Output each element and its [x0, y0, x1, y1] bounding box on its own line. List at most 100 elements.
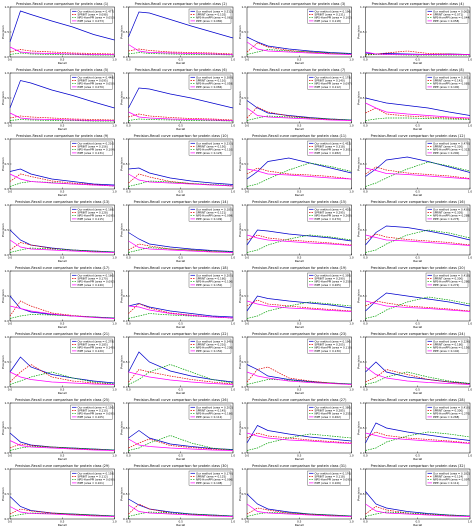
pr-curve — [365, 366, 471, 385]
legend-label: Our method (area = 0.512) — [196, 9, 233, 13]
x-tick-label: 0.0 — [126, 388, 131, 392]
pr-curve — [128, 232, 234, 252]
x-tick-label: 1.0 — [468, 256, 473, 260]
legend-label: NPS-HomPPI (area = 0.096) — [196, 478, 233, 482]
legend-box — [425, 140, 469, 156]
pr-curve — [365, 54, 470, 56]
pr-curve — [365, 234, 471, 246]
legend-label: SPRINT (area = 0.180) — [433, 343, 463, 347]
y-tick-label: 1.0 — [5, 269, 10, 273]
y-tick-label: 1.0 — [123, 5, 128, 9]
legend-label: SPRINT (area = 0.170) — [78, 277, 108, 281]
legend-label: SPRINT (area = 0.124) — [433, 475, 463, 479]
y-tick-label: 0.5 — [242, 360, 247, 364]
subplot: Precision-Recall curve comparison for pr… — [357, 2, 473, 65]
x-tick-label: 0.5 — [297, 454, 302, 458]
pr-curve — [128, 313, 234, 319]
x-axis-label: Recall — [295, 61, 304, 65]
pr-curve — [365, 506, 471, 517]
y-axis-label: Precision — [238, 289, 242, 302]
x-axis-label: Recall — [413, 127, 422, 131]
legend-label: SPRINT (area = 0.121) — [196, 211, 226, 215]
legend-box — [70, 74, 113, 90]
pr-curve — [246, 371, 352, 385]
y-tick-label: 1.0 — [5, 335, 10, 339]
pr-curve — [246, 512, 352, 517]
x-tick-label: 1.0 — [349, 124, 354, 128]
x-tick-label: 0.0 — [126, 322, 131, 326]
y-tick-label: 1.0 — [5, 71, 10, 75]
chart-title: Precision-Recall curve comparison for pr… — [253, 2, 346, 6]
x-tick-label: 0.5 — [297, 190, 302, 194]
pr-curve — [246, 41, 352, 55]
x-tick-label: 0.0 — [363, 58, 368, 62]
pr-curve — [9, 112, 115, 121]
x-tick-label: 0.5 — [416, 58, 421, 62]
chart-title: Precision-Recall curve comparison for pr… — [16, 134, 109, 138]
x-axis-label: Recall — [176, 127, 185, 131]
subplot: Precision-Recall curve comparison for pr… — [357, 332, 473, 395]
legend-label: NPS-HomPPI (area = 0.090) — [78, 478, 115, 482]
x-tick-label: 1.0 — [112, 388, 117, 392]
subplot: Precision-Recall curve comparison for pr… — [238, 2, 354, 65]
legend-label: PIPE (area = 0.112) — [196, 415, 222, 419]
legend-label: NPS-HomPPI (area = 0.095) — [78, 214, 115, 218]
x-tick-label: 0.5 — [60, 256, 65, 260]
legend-label: SPRINT (area = 0.125) — [196, 475, 226, 479]
y-tick-label: 0.5 — [242, 492, 247, 496]
legend-label: PIPE (area = 0.106) — [315, 481, 341, 485]
legend-label: SPRINT (area = 0.131) — [315, 13, 345, 17]
pr-curve — [365, 432, 471, 444]
x-axis-label: Recall — [58, 61, 67, 65]
x-axis-label: Recall — [413, 259, 422, 263]
pr-curve — [128, 11, 234, 39]
legend-label: Our method (area = 0.380) — [315, 405, 352, 409]
legend-label: Our method (area = 0.158) — [78, 471, 115, 475]
chart-title: Precision-Recall curve comparison for pr… — [16, 68, 109, 72]
pr-curve — [365, 369, 471, 385]
y-tick-label: 1.0 — [242, 5, 247, 9]
subplot: Precision-Recall curve comparison for pr… — [238, 464, 354, 527]
chart-title: Precision-Recall curve comparison for pr… — [134, 398, 229, 402]
y-tick-label: 1.0 — [360, 5, 365, 9]
y-axis-label: Precision — [357, 223, 361, 236]
x-tick-label: 0.5 — [297, 388, 302, 392]
x-tick-label: 0.5 — [416, 256, 421, 260]
legend-label: NPS-HomPPI (area = 0.230) — [196, 346, 233, 350]
subplot: Precision-Recall curve comparison for pr… — [1, 266, 117, 329]
x-tick-label: 0.0 — [245, 190, 250, 194]
legend-label: PIPE (area = 0.150) — [196, 349, 222, 353]
legend-label: Our method (area = 0.301) — [433, 75, 470, 79]
legend-box — [188, 206, 232, 222]
subplot: Precision-Recall curve comparison for pr… — [120, 68, 236, 131]
y-axis-label: Precision — [120, 289, 124, 302]
legend-label: PIPE (area = 0.268) — [433, 415, 459, 419]
legend-label: SPRINT (area = 0.150) — [196, 145, 226, 149]
x-axis-label: Recall — [295, 457, 304, 461]
pr-curve — [365, 107, 471, 120]
x-axis-label: Recall — [295, 127, 304, 131]
legend-label: NPS-HomPPI (area = 0.110) — [315, 346, 352, 350]
y-axis-label: Precision — [120, 91, 124, 104]
chart-title: Precision-Recall curve comparison for pr… — [135, 2, 228, 6]
x-tick-label: 0.5 — [297, 322, 302, 326]
y-tick-label: 0.0 — [360, 451, 365, 455]
legend-label: PIPE (area = 0.073) — [78, 19, 104, 23]
legend-label: Our method (area = 0.062) — [433, 9, 470, 13]
pr-curve — [128, 371, 234, 385]
y-tick-label: 0.5 — [242, 426, 247, 430]
x-tick-label: 0.0 — [126, 256, 131, 260]
pr-curve — [365, 225, 471, 246]
pr-curve — [9, 371, 115, 385]
x-tick-label: 0.5 — [60, 190, 65, 194]
y-tick-label: 0.5 — [123, 294, 128, 298]
legend-label: PIPE (area = 0.131) — [78, 151, 104, 155]
pr-curve — [365, 51, 470, 55]
subplot: Precision-Recall curve comparison for pr… — [120, 398, 236, 461]
pr-curve — [365, 422, 471, 444]
x-axis-label: Recall — [176, 523, 185, 527]
legend-label: NPS-HomPPI (area = 0.058) — [196, 82, 233, 86]
y-tick-label: 0.5 — [123, 492, 128, 496]
legend-label: NPS-HomPPI (area = 0.093) — [315, 478, 352, 482]
pr-curve — [9, 512, 115, 517]
